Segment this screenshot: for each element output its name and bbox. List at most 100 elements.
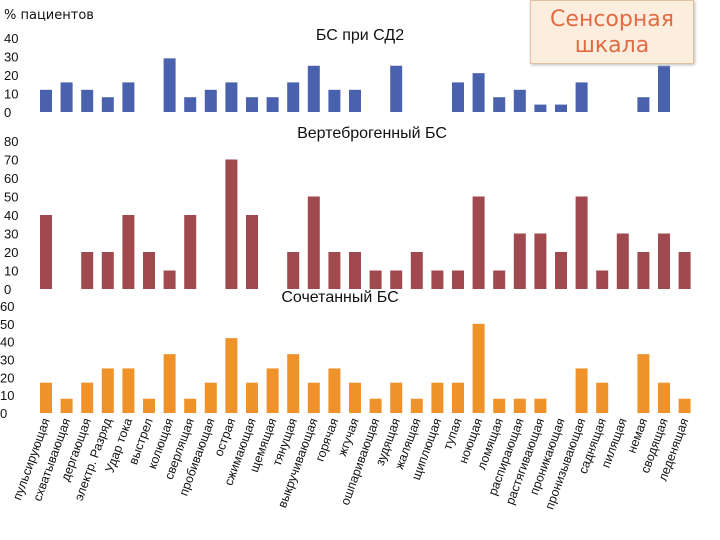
badge-line-1: Сенсорная <box>550 7 674 32</box>
bar <box>204 382 217 413</box>
bar <box>575 82 588 112</box>
bar <box>431 382 444 413</box>
bar <box>575 196 588 289</box>
bar <box>101 97 114 112</box>
bar <box>307 196 320 289</box>
bar <box>390 270 403 289</box>
y-tick-label: 0 <box>0 406 7 421</box>
bar <box>328 252 341 289</box>
bar <box>101 252 114 289</box>
bar <box>81 89 94 112</box>
bar <box>40 89 52 112</box>
y-tick-label: 60 <box>4 171 18 186</box>
bar <box>184 398 197 413</box>
bar <box>678 252 691 289</box>
bar <box>40 382 52 413</box>
y-tick-label: 50 <box>0 317 14 332</box>
bar <box>555 252 567 289</box>
bar <box>266 368 279 413</box>
bar <box>534 104 547 112</box>
bar <box>410 252 423 289</box>
bar <box>225 82 238 112</box>
bar <box>287 82 300 112</box>
bar <box>163 354 176 413</box>
y-tick-label: 40 <box>0 335 14 350</box>
bar <box>452 82 464 112</box>
bar <box>287 252 300 289</box>
bar <box>555 104 567 112</box>
y-tick-label: 50 <box>4 190 18 205</box>
bar <box>246 382 258 413</box>
bar <box>431 270 444 289</box>
y-tick-label: 80 <box>4 134 18 149</box>
bar <box>658 233 670 289</box>
bar <box>40 215 52 289</box>
bar <box>472 196 485 289</box>
bar <box>204 89 217 112</box>
y-tick-label: 60 <box>0 299 14 314</box>
bar <box>184 215 197 289</box>
y-tick-label: 70 <box>4 153 18 168</box>
bar <box>452 270 464 289</box>
bar <box>472 323 485 413</box>
y-tick-label: 0 <box>4 282 11 297</box>
bar <box>60 398 73 413</box>
bar <box>637 252 650 289</box>
bar <box>678 398 691 413</box>
chart-title: БС при СД2 <box>316 27 404 44</box>
bar <box>596 270 609 289</box>
bar <box>307 382 320 413</box>
bar <box>452 382 464 413</box>
bar <box>122 215 135 289</box>
bar <box>143 398 155 413</box>
chart-title: Вертеброгенный БС <box>297 125 447 142</box>
bar <box>410 398 423 413</box>
bar <box>534 233 547 289</box>
bar <box>534 398 547 413</box>
bar <box>246 215 258 289</box>
bar <box>163 270 176 289</box>
badge-line-2: шкала <box>574 33 650 58</box>
bar <box>369 270 382 289</box>
bar <box>637 97 650 112</box>
y-axis-label: % пациентов <box>4 8 94 23</box>
bar <box>596 382 609 413</box>
bar <box>60 82 73 112</box>
y-tick-label: 0 <box>4 105 11 120</box>
y-tick-label: 40 <box>4 31 18 46</box>
y-tick-label: 20 <box>4 245 18 260</box>
bar <box>349 382 361 413</box>
bar <box>81 252 94 289</box>
bar <box>122 368 135 413</box>
y-tick-label: 10 <box>0 388 14 403</box>
y-tick-label: 30 <box>4 50 18 65</box>
bar <box>493 97 506 112</box>
bar <box>307 65 320 112</box>
bar <box>287 354 300 413</box>
bar <box>493 398 506 413</box>
bar <box>369 398 382 413</box>
bar <box>122 82 135 112</box>
bar <box>349 252 361 289</box>
bar <box>143 252 155 289</box>
bar <box>246 97 258 112</box>
bar <box>637 354 650 413</box>
y-tick-label: 30 <box>4 227 18 242</box>
bar <box>575 368 588 413</box>
bar <box>266 97 279 112</box>
bar <box>616 233 629 289</box>
bar <box>328 368 341 413</box>
bar <box>472 73 485 112</box>
bar <box>513 233 526 289</box>
bar <box>328 89 341 112</box>
bar <box>513 398 526 413</box>
bar <box>184 97 197 112</box>
bar <box>513 89 526 112</box>
y-tick-label: 40 <box>4 208 18 223</box>
bar <box>349 89 361 112</box>
bar <box>81 382 94 413</box>
bar <box>493 270 506 289</box>
sensory-scale-badge: Сенсорная шкала <box>530 0 694 64</box>
y-tick-label: 30 <box>0 353 14 368</box>
